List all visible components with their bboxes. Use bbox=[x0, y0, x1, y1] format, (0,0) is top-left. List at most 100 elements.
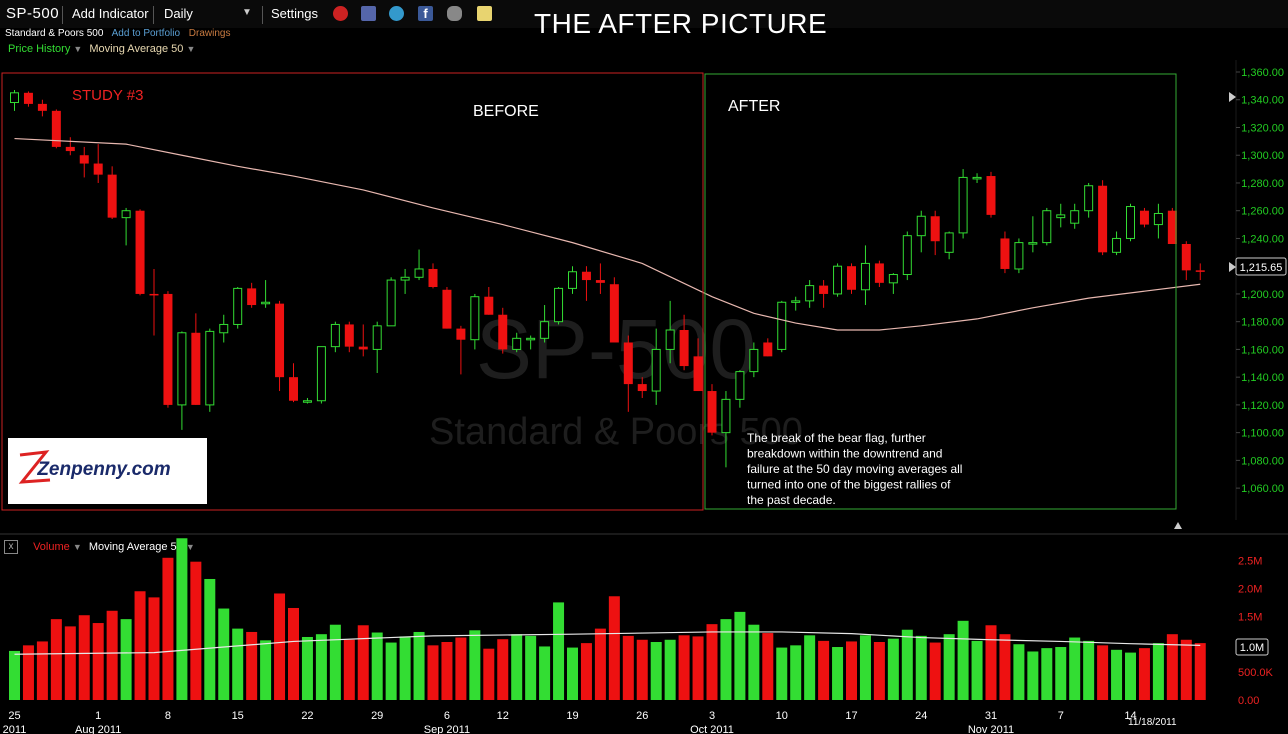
candle-body bbox=[149, 293, 159, 296]
last-price-value: 1,215.65 bbox=[1240, 262, 1283, 274]
chevron-down-icon[interactable]: ▼ bbox=[73, 44, 83, 54]
volume-bar bbox=[92, 623, 104, 700]
volume-bar bbox=[929, 642, 941, 700]
binoculars-icon[interactable] bbox=[447, 6, 462, 21]
alarm-clock-icon[interactable] bbox=[333, 6, 348, 21]
price-tick-label: 1,160.00 bbox=[1241, 344, 1284, 356]
candle bbox=[121, 207, 131, 246]
candle-body bbox=[219, 323, 229, 334]
candle-body bbox=[1056, 214, 1066, 219]
candle bbox=[414, 249, 424, 281]
candle-body bbox=[261, 301, 271, 305]
volume-ma-label[interactable]: Moving Average 50 bbox=[88, 540, 183, 553]
settings-button[interactable]: Settings bbox=[271, 6, 318, 21]
candle bbox=[540, 305, 550, 343]
volume-bar bbox=[943, 634, 955, 700]
twitter-icon[interactable] bbox=[389, 6, 404, 21]
last-price-marker bbox=[1229, 262, 1236, 272]
volume-bar bbox=[776, 647, 788, 700]
price-tick-label: 1,200.00 bbox=[1241, 289, 1284, 301]
volume-bar bbox=[553, 602, 565, 700]
symbol-field[interactable]: SP-500 bbox=[6, 5, 60, 22]
volume-bar bbox=[887, 638, 899, 700]
volume-bar bbox=[357, 625, 369, 700]
close-panel-icon[interactable]: x bbox=[4, 540, 18, 554]
volume-bar bbox=[1111, 649, 1123, 700]
volume-bar bbox=[734, 611, 746, 700]
volume-bar bbox=[692, 636, 704, 700]
volume-bar bbox=[1041, 648, 1053, 700]
price-tick-label: 1,340.00 bbox=[1241, 95, 1284, 107]
volume-label[interactable]: Volume bbox=[33, 540, 70, 553]
interval-select[interactable]: Daily bbox=[164, 6, 193, 21]
date-tick-label: 1 bbox=[95, 710, 101, 722]
price-history-label[interactable]: Price History bbox=[8, 43, 71, 55]
volume-bar bbox=[22, 645, 34, 700]
candle bbox=[79, 146, 89, 178]
add-indicator-button[interactable]: Add Indicator bbox=[72, 6, 149, 21]
candle-body bbox=[623, 342, 633, 385]
candle-body bbox=[275, 303, 285, 378]
chevron-down-icon[interactable]: ▼ bbox=[72, 541, 82, 552]
volume-bar bbox=[859, 635, 871, 700]
book-icon[interactable] bbox=[361, 6, 376, 21]
chevron-down-icon[interactable]: ▼ bbox=[242, 7, 252, 18]
candle bbox=[1153, 203, 1163, 239]
candle-body bbox=[833, 265, 843, 295]
candle-body bbox=[233, 287, 243, 325]
scroll-up-icon[interactable] bbox=[1174, 522, 1182, 529]
facebook-icon[interactable]: f bbox=[418, 6, 433, 21]
candle-body bbox=[540, 321, 550, 339]
candle bbox=[37, 99, 47, 117]
candle bbox=[526, 335, 536, 350]
note-line: breakdown within the downtrend and bbox=[747, 447, 942, 461]
volume-bar bbox=[413, 631, 425, 700]
candle bbox=[107, 166, 117, 220]
candle-body bbox=[1153, 212, 1163, 226]
chevron-down-icon[interactable]: ▼ bbox=[186, 44, 196, 54]
volume-bar bbox=[9, 650, 20, 700]
price-tick-label: 1,180.00 bbox=[1241, 317, 1284, 329]
volume-bar bbox=[329, 624, 341, 700]
candle bbox=[135, 209, 145, 296]
candle-body bbox=[121, 210, 131, 219]
note-line: the past decade. bbox=[747, 493, 836, 507]
add-to-portfolio-link[interactable]: Add to Portfolio bbox=[111, 28, 181, 39]
candle bbox=[791, 296, 801, 311]
candle-body bbox=[177, 332, 187, 406]
note-line: The break of the bear flag, further bbox=[747, 431, 926, 445]
logo-mark bbox=[18, 450, 51, 484]
candle bbox=[847, 263, 856, 294]
candle-body bbox=[247, 288, 257, 306]
candle bbox=[679, 314, 689, 371]
volume-bars bbox=[9, 538, 1206, 700]
date-tick-label: 25 bbox=[8, 710, 20, 722]
candle bbox=[1126, 203, 1135, 242]
candle bbox=[1098, 180, 1108, 256]
watermark-name: Standard & Poors 500 bbox=[429, 411, 803, 453]
volume-bar bbox=[274, 593, 286, 700]
candle-body bbox=[10, 92, 19, 104]
candle-body bbox=[456, 328, 466, 340]
moving-average-label[interactable]: Moving Average 50 bbox=[89, 43, 184, 55]
candle bbox=[777, 300, 787, 353]
high-marker bbox=[1229, 92, 1236, 102]
price-tick-label: 1,120.00 bbox=[1241, 400, 1284, 412]
candle-body bbox=[79, 155, 89, 164]
date-tick-label: 12 bbox=[497, 710, 509, 722]
volume-bar bbox=[78, 615, 90, 700]
candle bbox=[386, 277, 396, 327]
volume-bar bbox=[190, 561, 202, 700]
candle bbox=[498, 307, 508, 354]
chevron-down-icon[interactable]: ▼ bbox=[185, 541, 195, 552]
drawings-link[interactable]: Drawings bbox=[188, 28, 231, 39]
candle-body bbox=[707, 391, 717, 433]
candle-body bbox=[512, 337, 522, 350]
candle-body bbox=[163, 293, 173, 405]
price-tick-label: 1,080.00 bbox=[1241, 455, 1284, 467]
candle bbox=[1056, 203, 1066, 228]
volume-bar bbox=[832, 647, 844, 700]
note-icon[interactable] bbox=[477, 6, 492, 21]
candle-body bbox=[1098, 185, 1108, 253]
